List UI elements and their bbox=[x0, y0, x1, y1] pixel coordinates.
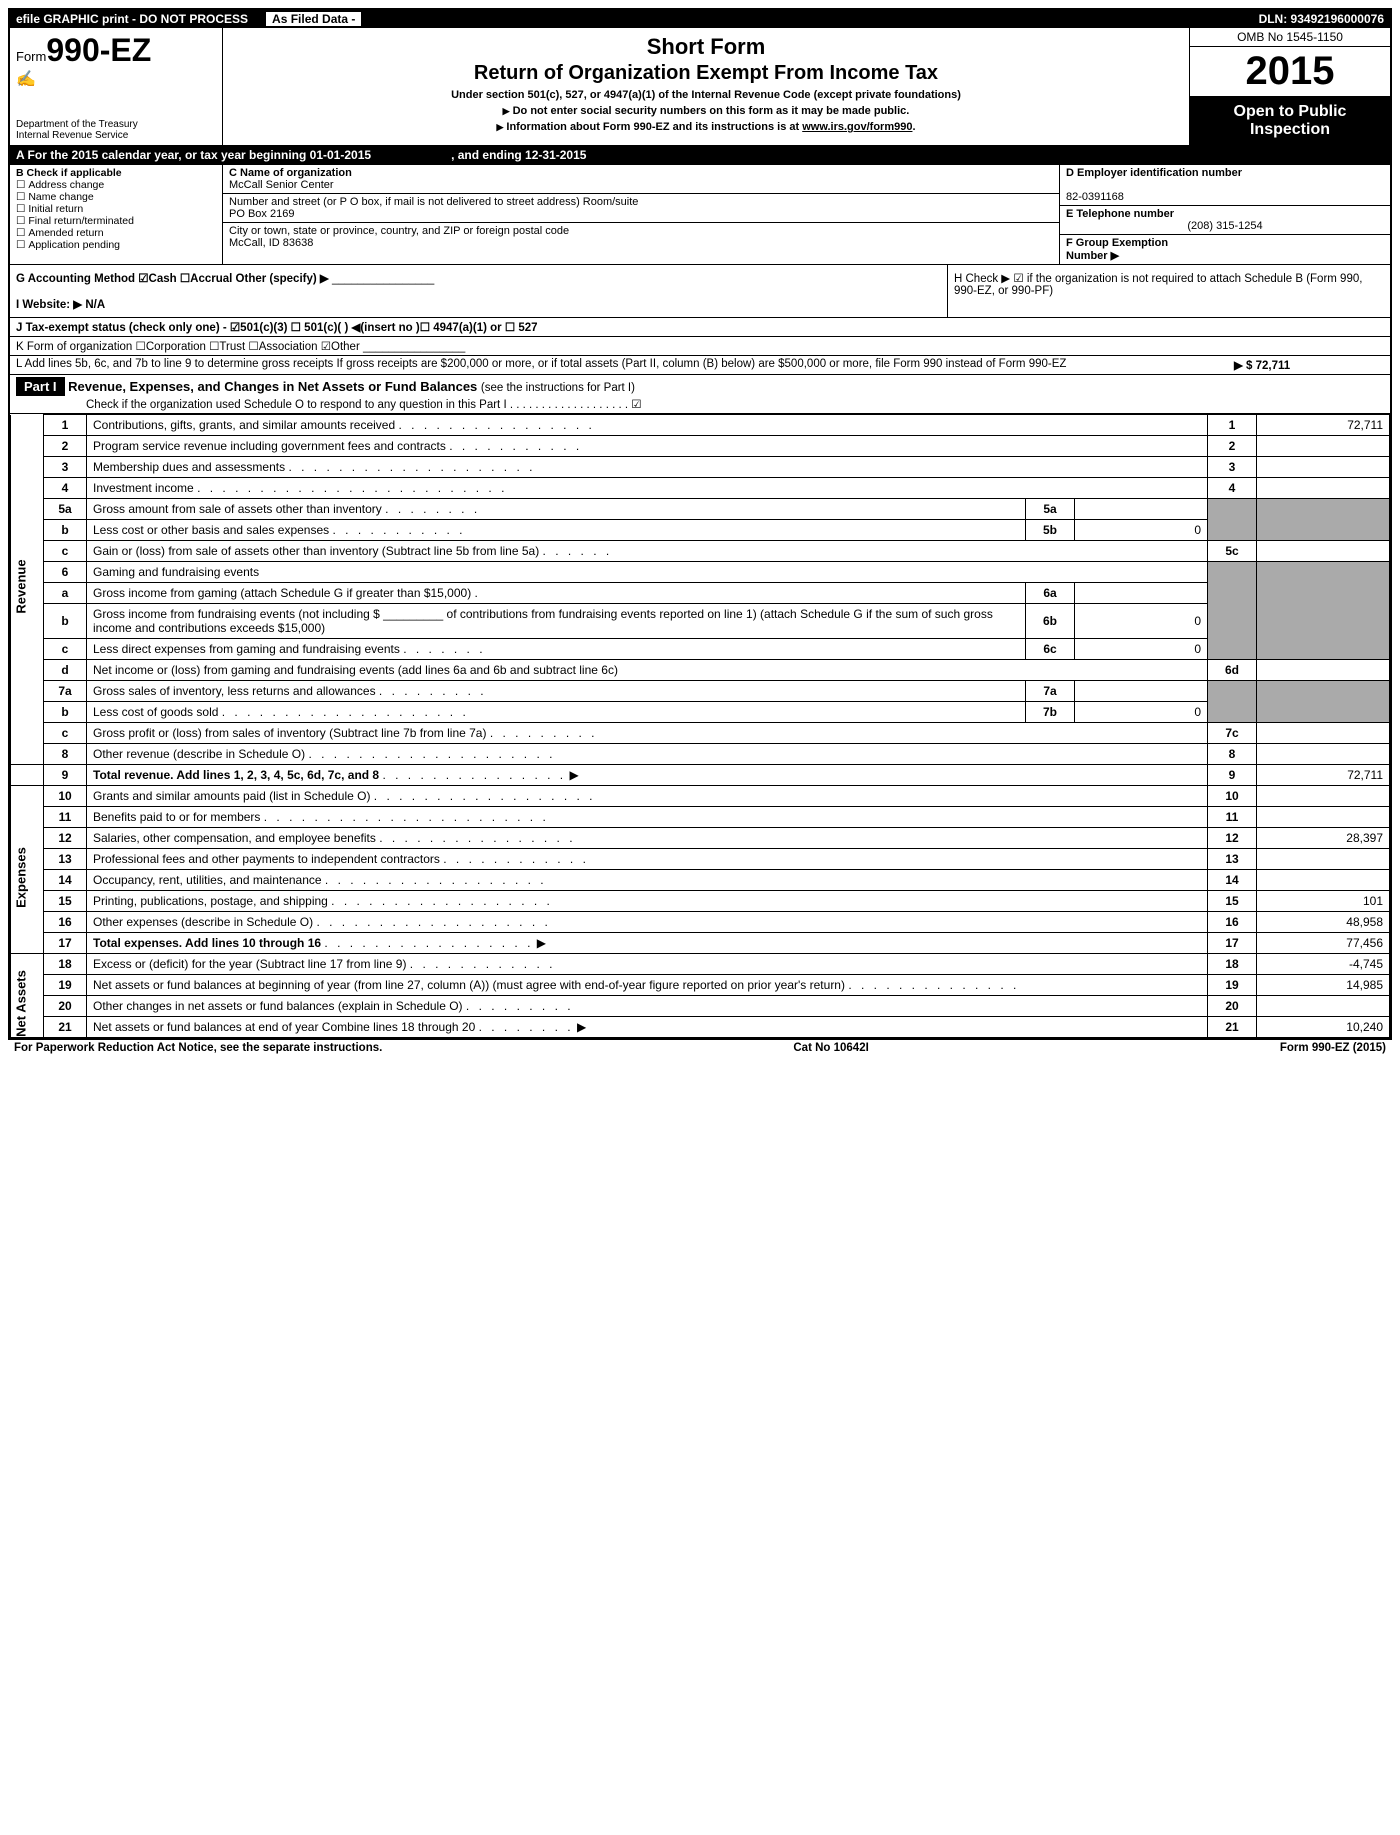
top-bar: efile GRAPHIC print - DO NOT PROCESS As … bbox=[10, 10, 1390, 28]
ein: 82-0391168 bbox=[1066, 191, 1124, 203]
treasury: Department of the Treasury Internal Reve… bbox=[16, 119, 216, 141]
row-l-gross-receipts: L Add lines 5b, 6c, and 7b to line 9 to … bbox=[10, 356, 1390, 375]
accounting-method: G Accounting Method ☑Cash ☐Accrual Other… bbox=[16, 273, 329, 285]
section-b-c-d-e-f: B Check if applicable Address change Nam… bbox=[10, 165, 1390, 265]
row-k-form-of-org: K Form of organization ☐Corporation ☐Tru… bbox=[10, 337, 1390, 356]
chk-final-return[interactable]: Final return/terminated bbox=[16, 215, 216, 227]
line-19-val: 14,985 bbox=[1257, 975, 1390, 996]
form-title: Short Form bbox=[227, 34, 1185, 60]
line-1-val: 72,711 bbox=[1257, 415, 1390, 436]
ssn-warning: Do not enter social security numbers on … bbox=[227, 105, 1185, 117]
info-link: Information about Form 990-EZ and its in… bbox=[227, 121, 1185, 133]
omb-no: OMB No 1545-1150 bbox=[1190, 28, 1390, 47]
side-net-assets: Net Assets bbox=[14, 953, 29, 1053]
tax-year: 2015 bbox=[1190, 47, 1390, 97]
chk-name-change[interactable]: Name change bbox=[16, 191, 216, 203]
header: Form990-EZ ✍ Department of the Treasury … bbox=[10, 28, 1390, 146]
phone: (208) 315-1254 bbox=[1066, 220, 1384, 232]
as-filed: As Filed Data - bbox=[266, 12, 361, 26]
line-21-val: 10,240 bbox=[1257, 1017, 1390, 1038]
row-g-h: G Accounting Method ☑Cash ☐Accrual Other… bbox=[10, 265, 1390, 318]
line-16-val: 48,958 bbox=[1257, 912, 1390, 933]
form-990ez: efile GRAPHIC print - DO NOT PROCESS As … bbox=[8, 8, 1392, 1040]
line-12-val: 28,397 bbox=[1257, 828, 1390, 849]
col-b-checkboxes: B Check if applicable Address change Nam… bbox=[10, 165, 223, 264]
chk-amended-return[interactable]: Amended return bbox=[16, 227, 216, 239]
row-j-tax-exempt: J Tax-exempt status (check only one) - ☑… bbox=[10, 318, 1390, 337]
footer: For Paperwork Reduction Act Notice, see … bbox=[8, 1040, 1392, 1056]
line-9-total-revenue: 72,711 bbox=[1257, 765, 1390, 786]
line-15-val: 101 bbox=[1257, 891, 1390, 912]
efile-notice: efile GRAPHIC print - DO NOT PROCESS bbox=[16, 12, 248, 26]
form-subtitle: Return of Organization Exempt From Incom… bbox=[227, 62, 1185, 85]
row-i-website: I Website: ▶ N/A bbox=[16, 299, 105, 311]
open-to-public: Open to PublicInspection bbox=[1190, 97, 1390, 145]
under-section: Under section 501(c), 527, or 4947(a)(1)… bbox=[227, 89, 1185, 101]
line-18-val: -4,745 bbox=[1257, 954, 1390, 975]
dln: DLN: 93492196000076 bbox=[1259, 12, 1384, 26]
side-expenses: Expenses bbox=[14, 827, 29, 927]
col-c-org-info: C Name of organizationMcCall Senior Cent… bbox=[223, 165, 1059, 264]
part-1-header: Part I Revenue, Expenses, and Changes in… bbox=[10, 375, 1390, 414]
chk-application-pending[interactable]: Application pending bbox=[16, 239, 216, 251]
line-17-total-expenses: 77,456 bbox=[1257, 933, 1390, 954]
org-city: McCall, ID 83638 bbox=[229, 237, 313, 249]
org-street: PO Box 2169 bbox=[229, 208, 294, 220]
side-revenue: Revenue bbox=[14, 537, 29, 637]
irs-link[interactable]: www.irs.gov/form990 bbox=[802, 121, 912, 133]
org-name: McCall Senior Center bbox=[229, 179, 334, 191]
col-d-e-f: D Employer identification number82-03911… bbox=[1059, 165, 1390, 264]
part-1-table: Revenue 1Contributions, gifts, grants, a… bbox=[10, 414, 1390, 1038]
chk-initial-return[interactable]: Initial return bbox=[16, 203, 216, 215]
chk-address-change[interactable]: Address change bbox=[16, 179, 216, 191]
row-a-tax-year: A For the 2015 calendar year, or tax yea… bbox=[10, 146, 1390, 165]
row-h-schedule-b: H Check ▶ ☑ if the organization is not r… bbox=[947, 265, 1390, 317]
form-number: Form990-EZ ✍ bbox=[16, 32, 216, 89]
